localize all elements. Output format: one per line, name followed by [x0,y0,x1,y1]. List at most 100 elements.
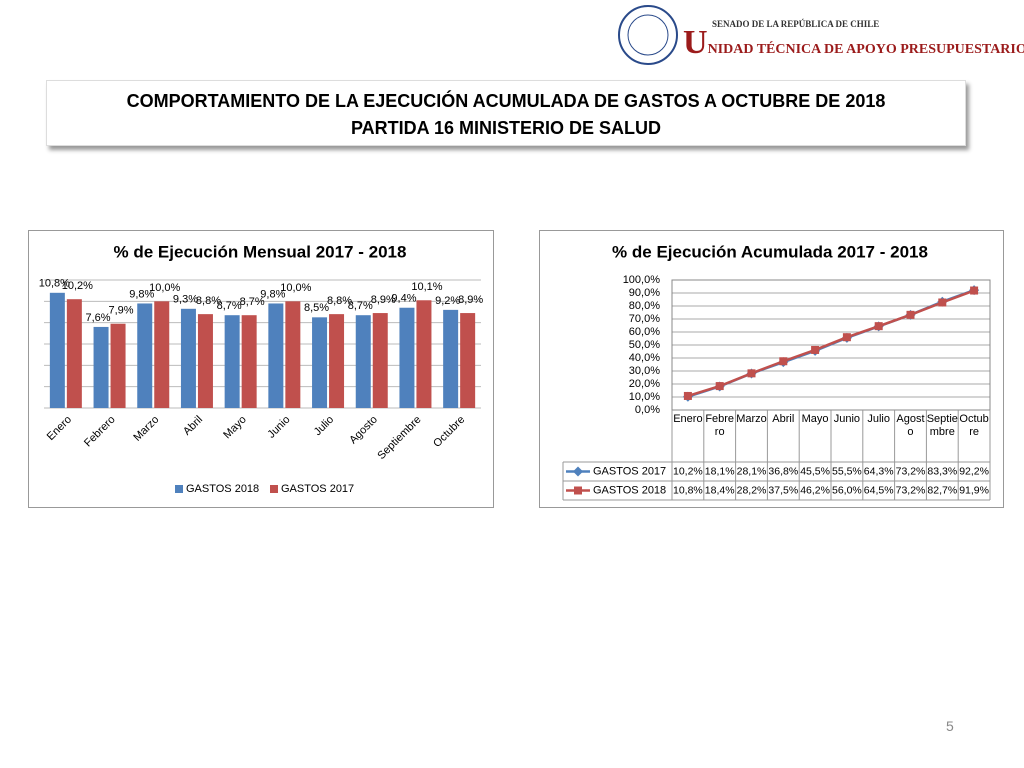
category-label: Abril [772,413,795,425]
value-label: 10,8% [39,278,70,290]
table-value: 55,5% [832,465,862,477]
legend-marker [573,466,583,477]
table-header: Mayo [801,413,829,425]
value-label: 10,1% [411,281,442,293]
category-label: Enero [673,413,703,425]
marker [779,357,788,366]
bar [416,300,432,408]
table-value: 28,2% [737,484,767,496]
value-label: 8,5% [304,302,329,314]
value-label: 9,8% [129,288,154,300]
table-value: 64,3% [864,465,894,477]
y-tick-label: 90,0% [629,287,660,299]
table-value: 73,2% [896,484,926,496]
unit-name: UNIDAD TÉCNICA DE APOYO PRESUPUESTARIO [683,24,1024,61]
value-label: 8,9% [371,294,396,306]
table-header: Junio [834,413,860,425]
bar [285,301,301,408]
table-header: Agosto [896,413,924,438]
table-value: 92,2% [959,465,989,477]
legend-swatch [270,485,278,493]
bar [268,303,284,408]
value-label: 10,0% [149,282,180,294]
y-tick-label: 40,0% [629,352,660,364]
legend-label: GASTOS 2018 [593,484,666,496]
table-value: 45,5% [800,465,830,477]
marker [747,369,756,378]
page-number: 5 [946,718,954,734]
series-line [687,289,975,398]
table-value: 28,1% [737,465,767,477]
table-value: 82,7% [927,484,957,496]
category-label: Febrero [705,413,735,438]
table-header: Abril [772,413,795,425]
y-tick-label: 80,0% [629,300,660,312]
table-value: 10,8% [673,484,703,496]
value-label: 8,7% [240,296,265,308]
bar [312,317,328,408]
table-header: Julio [867,413,890,425]
bar [49,292,65,408]
table-value: 36,8% [768,465,798,477]
value-label: 9,2% [435,295,460,307]
legend-swatch [175,485,183,493]
category-label: Mayo [801,413,829,425]
bar [355,315,371,408]
bar [460,313,476,408]
category-label: Julio [867,413,890,425]
bar [443,309,459,408]
table-value: 73,2% [896,465,926,477]
marker [938,298,947,307]
value-label: 7,6% [86,312,111,324]
bar [372,313,388,408]
bar [110,323,126,408]
category-label: Octubre [959,413,989,438]
y-tick-label: 30,0% [629,365,660,377]
legend-marker [574,486,582,495]
value-label: 9,3% [173,294,198,306]
table-header: Septiembre [926,413,958,438]
bar [137,303,153,408]
table-header: Enero [673,413,703,425]
title-box: COMPORTAMIENTO DE LA EJECUCIÓN ACUMULADA… [46,80,966,146]
table-value: 56,0% [832,484,862,496]
seal [618,5,678,65]
table-value: 64,5% [864,484,894,496]
marker [811,345,820,354]
bar [224,315,240,408]
value-label: 8,8% [196,295,221,307]
marker [906,310,915,319]
value-label: 10,0% [280,282,311,294]
y-tick-label: 20,0% [629,378,660,390]
y-tick-label: 70,0% [629,313,660,325]
table-header: Febrero [705,413,735,438]
value-label: 8,8% [327,295,352,307]
y-tick-label: 0,0% [635,404,660,416]
table-header: Marzo [736,413,767,425]
bar [180,308,196,408]
table-value: 10,2% [673,465,703,477]
value-label: 7,9% [109,305,134,317]
value-label: 9,4% [391,293,416,305]
bar [154,301,170,408]
title-line: PARTIDA 16 MINISTERIO DE SALUD [350,118,662,138]
seal-inner [627,14,669,56]
table-value: 37,5% [768,484,798,496]
bar [329,314,345,408]
table-header: Octubre [959,413,989,438]
table-value: 83,3% [927,465,957,477]
bar [197,314,213,408]
category-label: Marzo [736,413,767,425]
table-value: 18,1% [705,465,735,477]
table-value: 18,4% [705,484,735,496]
category-label: Septiembre [926,413,958,438]
value-label: 8,7% [348,300,373,312]
bar [66,299,82,408]
bar [399,307,415,408]
chart-title: % de Ejecución Acumulada 2017 - 2018 [612,242,928,261]
table-value: 46,2% [800,484,830,496]
org-name: SENADO DE LA REPÚBLICA DE CHILE [712,19,880,29]
marker [842,333,851,342]
legend-label: GASTOS 2018 [186,483,259,495]
